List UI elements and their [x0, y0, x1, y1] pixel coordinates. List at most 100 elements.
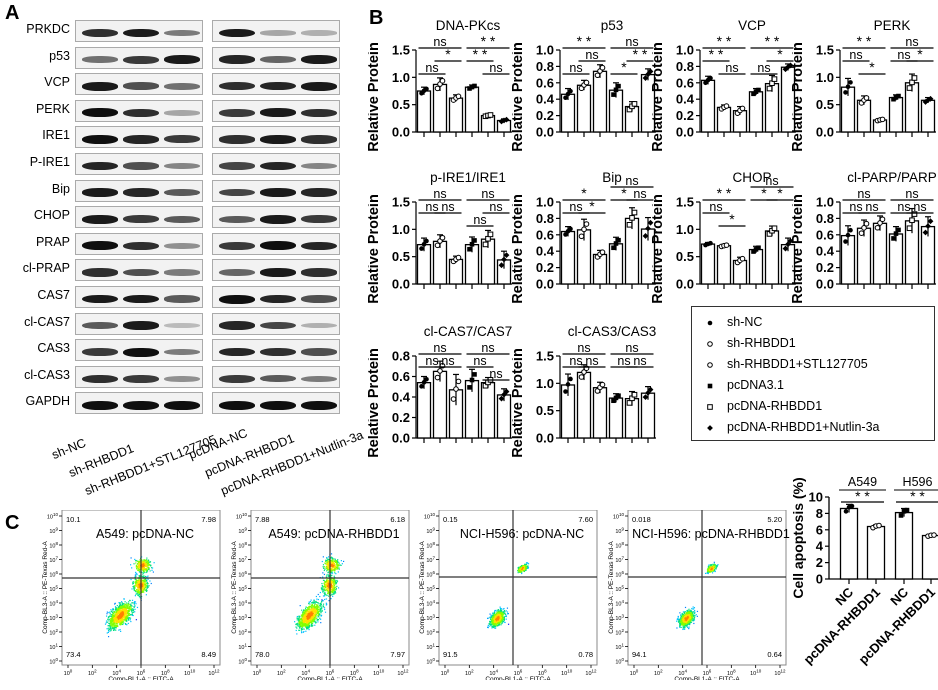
filled-circle-icon: [700, 316, 720, 330]
y-tick-label: 100: [615, 657, 624, 666]
blot-strip-cl-prap: [212, 259, 340, 281]
blot-band: [219, 55, 255, 64]
bar: [923, 536, 938, 579]
y-tick-label: 1.5: [536, 349, 554, 364]
y-tick-label: 109: [615, 527, 624, 536]
significance-label: ns: [489, 61, 502, 75]
blot-protein-label: Bip: [0, 182, 70, 196]
blot-band: [301, 82, 337, 91]
data-point: [579, 234, 584, 239]
blot-protein-label: PERK: [0, 102, 70, 116]
blot-band: [260, 241, 296, 250]
y-tick-label: 0.8: [676, 59, 694, 74]
significance-label: ns: [725, 61, 738, 75]
bar: [594, 254, 607, 284]
blot-band: [82, 56, 118, 63]
quadrant-value-ul: 7.88: [255, 515, 270, 524]
significance-label: ns: [897, 48, 910, 62]
blot-band: [82, 268, 118, 276]
blot-protein-label: cl-CAS3: [0, 368, 70, 382]
legend-label: sh-NC: [727, 315, 762, 329]
blot-strip-bip: [75, 180, 203, 202]
bar: [702, 80, 715, 132]
y-tick-label: 104: [238, 599, 247, 608]
significance-label: ns: [441, 200, 454, 214]
blot-band: [123, 56, 159, 64]
blot-strip-p53: [212, 47, 340, 69]
y-tick-label: 103: [426, 614, 435, 623]
blot-band: [164, 269, 200, 276]
y-tick-label: 4: [816, 539, 824, 554]
bar: [750, 250, 763, 284]
y-tick-label: 2: [816, 555, 823, 570]
y-tick-label: 107: [49, 556, 58, 565]
significance-label: ns: [425, 61, 438, 75]
significance-label: * *: [709, 46, 724, 62]
data-point: [899, 513, 904, 518]
data-point: [891, 236, 896, 241]
x-axis-label: Comp-BL1-A :: FITC-A: [674, 676, 740, 680]
y-tick-label: 1.5: [392, 43, 410, 58]
significance-label: ns: [865, 200, 878, 214]
bar: [434, 84, 447, 132]
significance-label: ns: [585, 48, 598, 62]
significance-label: *: [777, 46, 783, 62]
data-point: [708, 363, 713, 368]
blot-band: [301, 268, 337, 276]
blot-band: [164, 189, 200, 196]
blot-band: [301, 376, 337, 383]
y-tick-label: 1.5: [392, 195, 410, 210]
data-point: [424, 87, 429, 92]
data-point: [932, 533, 937, 538]
blot-strip-vcp: [212, 73, 340, 95]
y-tick-label: 101: [426, 643, 435, 652]
blot-band: [301, 55, 337, 64]
blot-band: [164, 243, 200, 249]
y-tick-label: 106: [238, 570, 247, 579]
data-point: [451, 397, 456, 402]
significance-label: * *: [857, 33, 872, 49]
y-axis-label: Relative Protein: [792, 42, 806, 152]
blot-band: [123, 242, 159, 250]
x-tick-label: 100: [253, 669, 262, 678]
chart-title: cl-PARP/PARP: [847, 170, 937, 185]
data-point: [584, 222, 589, 227]
y-tick-label: 102: [615, 628, 624, 637]
blot-band: [123, 321, 159, 330]
significance-label: ns: [585, 354, 598, 368]
data-point: [568, 89, 573, 94]
blot-band: [260, 295, 296, 304]
significance-label: * *: [717, 185, 732, 201]
data-point: [600, 382, 605, 387]
blot-strip-perk: [75, 100, 203, 122]
blot-band: [219, 82, 255, 90]
blot-band: [219, 321, 255, 330]
x-tick-label: 1012: [585, 669, 597, 678]
y-tick-label: 1010: [47, 512, 59, 521]
y-tick-label: 1.0: [392, 70, 410, 85]
legend-label: sh-RHBDD1+STL127705: [727, 357, 868, 371]
blot-strip-prkdc: [212, 20, 340, 42]
y-tick-label: 102: [49, 628, 58, 637]
blot-band: [164, 83, 200, 90]
bar: [418, 383, 431, 438]
significance-label: *: [445, 46, 451, 62]
bar: [482, 383, 495, 438]
blot-band: [164, 135, 200, 143]
x-tick-label: 100: [441, 669, 450, 678]
blot-band: [82, 108, 118, 117]
quadrant-value-lr: 8.49: [201, 650, 216, 659]
data-point: [875, 225, 880, 230]
data-point: [483, 242, 488, 247]
y-tick-label: 104: [49, 599, 58, 608]
data-point: [566, 382, 571, 387]
blot-strip-p-ire1: [75, 153, 203, 175]
data-point: [467, 247, 472, 252]
y-tick-label: 104: [615, 599, 624, 608]
blot-strip-cl-cas3: [212, 366, 340, 388]
open-square-icon: [700, 400, 720, 414]
blot-band: [301, 163, 337, 169]
y-tick-label: 0.6: [536, 75, 554, 90]
